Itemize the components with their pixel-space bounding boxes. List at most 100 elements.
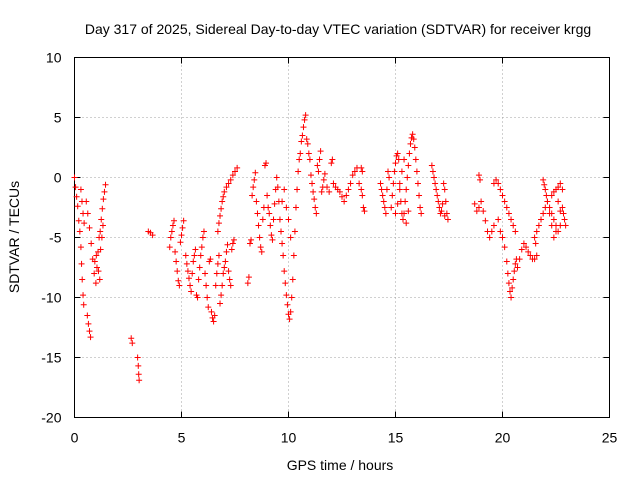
data-point — [401, 156, 408, 163]
data-point — [169, 222, 176, 229]
data-point — [541, 181, 548, 188]
data-point — [175, 277, 182, 284]
data-point — [187, 282, 194, 289]
data-point — [149, 232, 156, 239]
data-point — [377, 180, 384, 187]
data-point — [135, 371, 142, 378]
data-point — [265, 204, 272, 211]
data-point — [97, 228, 104, 235]
data-point — [356, 180, 363, 187]
data-point — [217, 300, 224, 307]
data-point — [229, 240, 236, 247]
data-point — [394, 150, 401, 157]
data-point — [389, 192, 396, 199]
data-point — [232, 168, 238, 175]
data-point — [317, 148, 324, 155]
data-point — [287, 234, 294, 241]
data-point — [436, 204, 443, 211]
data-point — [381, 204, 388, 211]
data-point — [197, 252, 204, 259]
data-point — [395, 156, 402, 163]
data-point — [402, 198, 409, 205]
data-point — [555, 184, 562, 191]
data-point — [85, 320, 92, 327]
data-point — [190, 258, 197, 265]
data-point — [392, 160, 399, 167]
data-point — [74, 203, 81, 210]
data-point — [205, 304, 212, 311]
data-point — [543, 192, 550, 199]
grid-lines — [74, 57, 610, 418]
data-point — [198, 244, 205, 251]
data-point — [192, 246, 199, 253]
data-point — [405, 162, 412, 169]
data-point — [310, 188, 317, 195]
data-point — [439, 200, 446, 207]
data-point — [410, 136, 417, 143]
data-point — [227, 282, 234, 289]
data-point — [204, 294, 211, 301]
data-point — [480, 208, 487, 215]
data-point — [398, 168, 405, 175]
data-point — [403, 220, 410, 227]
data-point — [267, 222, 274, 229]
data-point — [386, 174, 393, 181]
data-point — [266, 210, 273, 217]
data-point — [535, 222, 542, 229]
data-point — [258, 248, 265, 255]
data-point — [174, 268, 181, 275]
data-point — [304, 140, 311, 147]
data-point — [559, 204, 566, 211]
data-point — [388, 204, 395, 211]
data-point — [288, 294, 295, 301]
data-point — [207, 256, 214, 263]
data-point — [434, 192, 441, 199]
data-point — [182, 252, 189, 259]
data-point — [268, 232, 275, 239]
data-point — [269, 236, 276, 243]
data-point — [257, 244, 264, 251]
data-point — [179, 224, 186, 231]
data-point — [129, 340, 136, 347]
data-point — [525, 248, 532, 255]
data-point — [218, 292, 225, 299]
data-point — [219, 198, 226, 205]
data-point — [99, 222, 106, 229]
data-point — [548, 210, 555, 217]
data-point — [401, 210, 408, 217]
data-point — [559, 186, 566, 193]
data-point — [557, 180, 564, 187]
data-point — [287, 308, 294, 315]
data-point — [475, 204, 482, 211]
data-point — [246, 240, 253, 247]
data-point — [406, 150, 413, 157]
data-point — [225, 180, 232, 187]
data-point — [215, 252, 222, 259]
data-point — [221, 188, 228, 195]
data-point — [255, 222, 262, 229]
data-point — [73, 193, 80, 200]
data-point — [264, 192, 271, 199]
data-point — [183, 260, 190, 267]
data-point — [396, 180, 403, 187]
data-point — [343, 192, 350, 199]
data-point — [217, 212, 224, 219]
data-point — [84, 312, 91, 319]
data-point — [557, 222, 564, 229]
data-point — [208, 308, 215, 315]
data-point — [245, 274, 252, 281]
y-tick-label: 0 — [54, 170, 62, 186]
data-point — [295, 168, 302, 175]
data-point — [321, 170, 328, 177]
data-point — [281, 268, 288, 275]
data-point — [396, 186, 403, 193]
data-point — [399, 216, 406, 223]
data-point — [279, 198, 286, 205]
data-point — [320, 176, 327, 183]
data-point — [166, 244, 173, 251]
x-tick-label: 20 — [495, 430, 511, 446]
data-point — [404, 174, 411, 181]
data-point — [405, 208, 412, 215]
data-point — [77, 186, 84, 193]
